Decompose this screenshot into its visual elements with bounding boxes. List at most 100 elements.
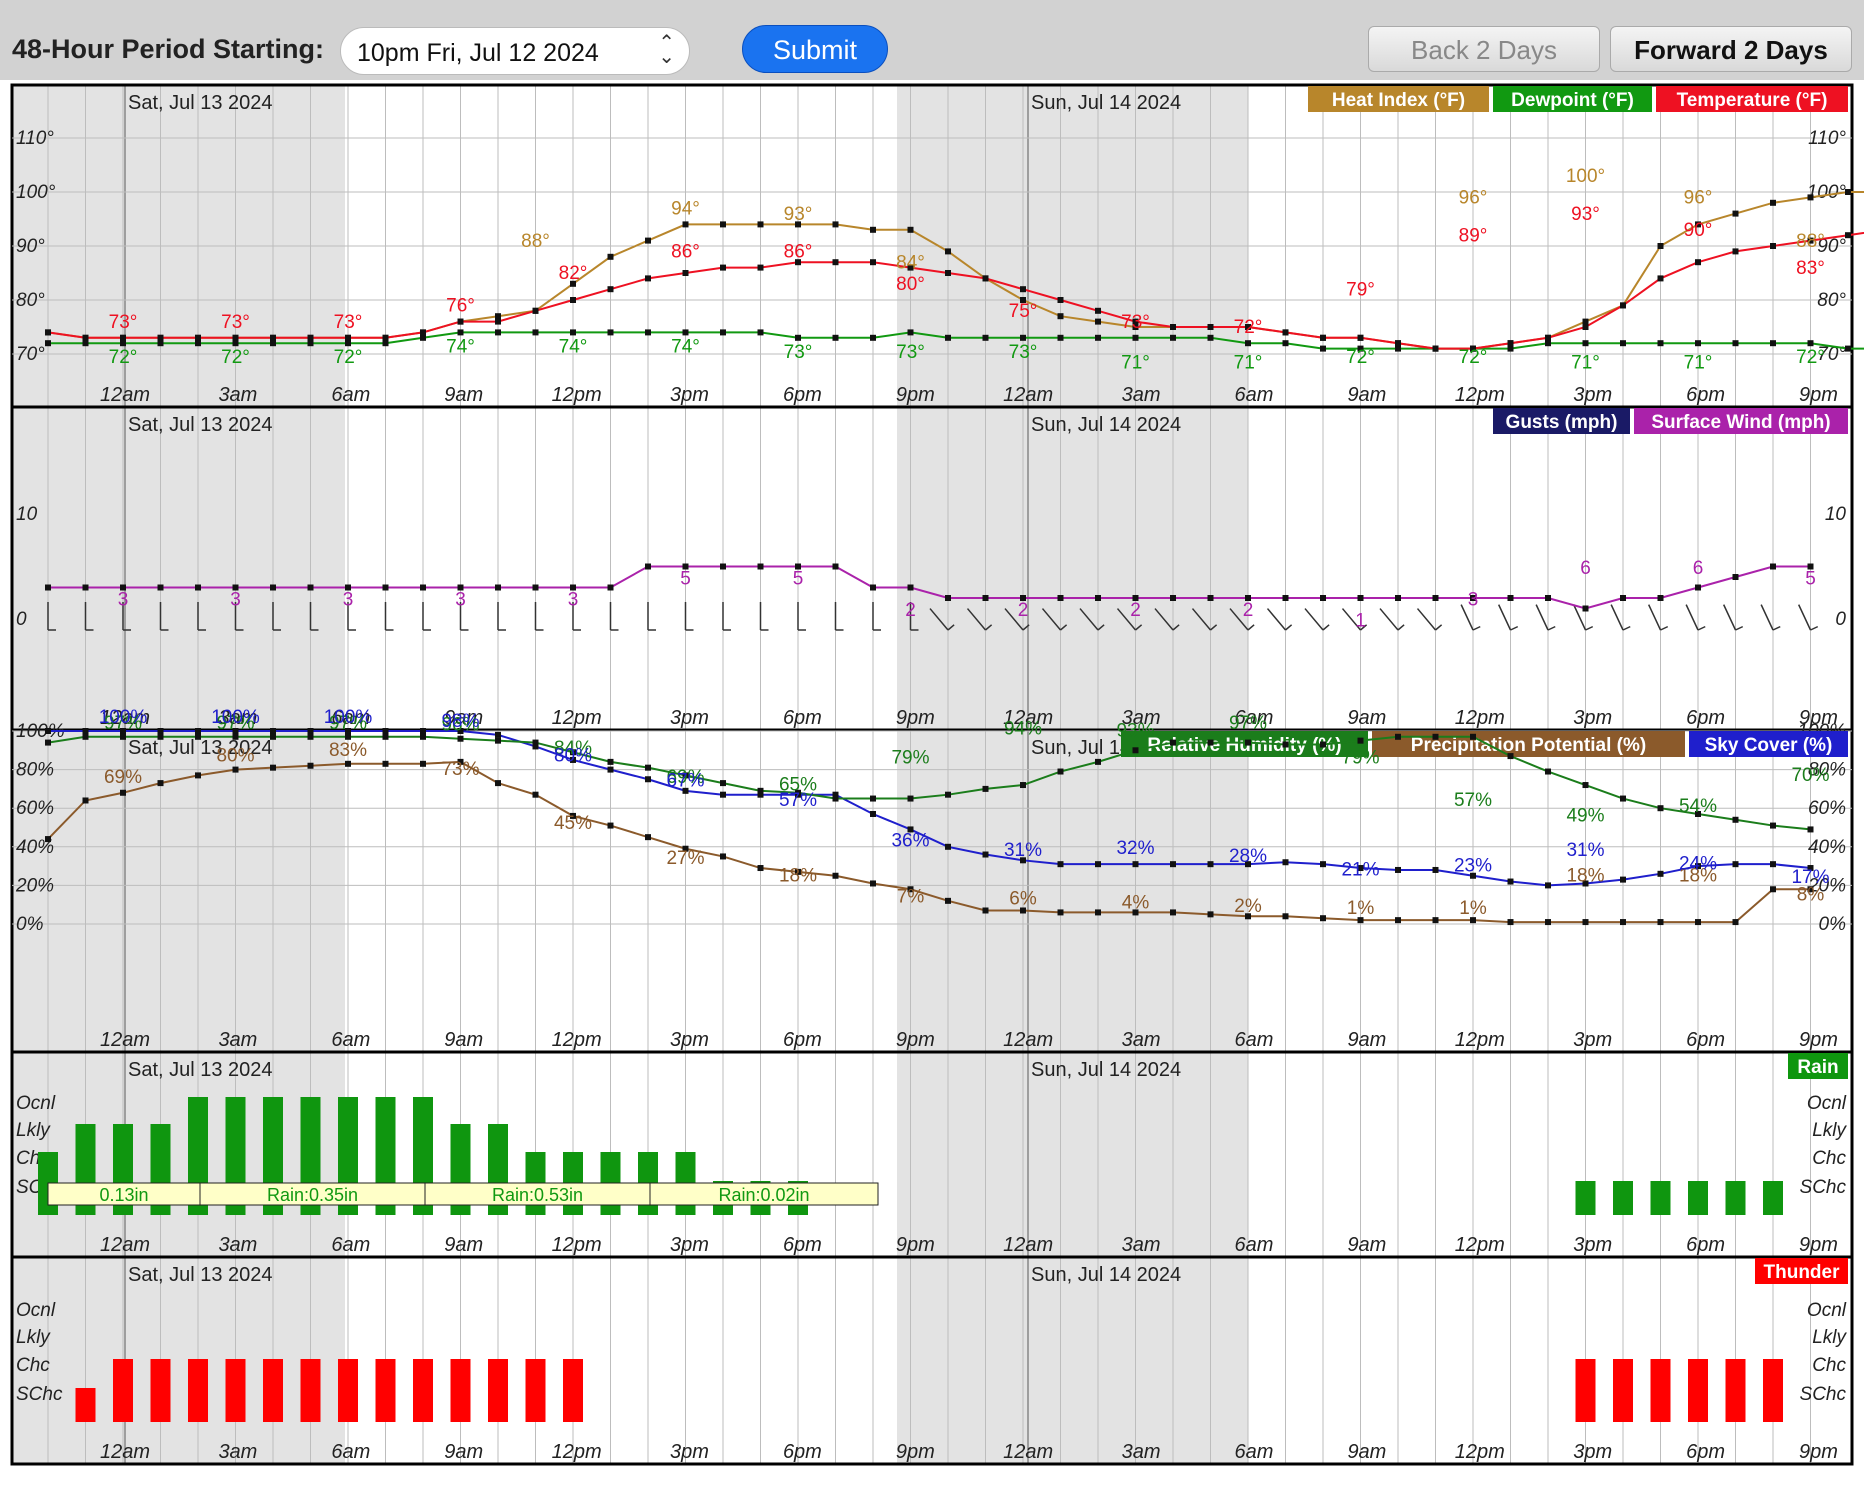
x-tick-label: 3pm [1573,1441,1612,1463]
temperature-point [1395,340,1401,347]
temperature-label: 73° [334,312,363,333]
precip-potential-label: 18% [1679,865,1717,886]
temperature-point [1432,345,1439,352]
dewpoint-point [1245,340,1251,347]
sky-cover-label: 23% [1454,856,1492,877]
sky-cover-point [682,787,689,794]
back-2-days-button[interactable]: Back 2 Days [1368,26,1600,72]
legend-swatch [1634,408,1848,434]
precip-potential-point [1732,919,1739,926]
sky-cover-point [345,728,351,734]
temperature-label: 83° [1796,258,1825,279]
x-tick-label: 6pm [783,1029,822,1051]
relative-humidity-label: 49% [1566,805,1604,826]
temperature-label: 89° [1459,225,1488,246]
temperature-point [1582,324,1589,330]
x-tick-label: 6am [331,1029,370,1051]
relative-humidity-point [1695,810,1701,817]
x-tick-label: 6am [1235,1029,1274,1051]
heat-index-point [495,313,501,320]
wind-barb-icon [1572,604,1594,631]
surface-wind-point [457,584,464,591]
y-tick-label: Ocnl [1807,1300,1847,1321]
surface-wind-point [982,595,989,601]
surface-wind-point [1545,595,1551,601]
precip-potential-point [1282,913,1289,920]
sky-cover-point [45,728,51,734]
rain-bar [1575,1181,1596,1215]
sky-cover-label: 21% [1341,859,1379,880]
heat-index-point [1132,324,1139,330]
precip-potential-point [495,780,501,787]
x-tick-label: 12am [100,1234,150,1256]
x-tick-label: 3pm [1573,1234,1612,1256]
dewpoint-point [570,329,576,336]
surface-wind-point [157,584,164,591]
heat-index-point [570,280,576,287]
precip-potential-point [345,760,351,767]
temperature-point [1657,275,1664,282]
x-tick-label: 6am [1235,707,1274,729]
wind-barb-icon [1304,608,1330,631]
precip-potential-point [1695,919,1701,926]
dewpoint-point [1807,340,1814,347]
submit-button[interactable]: Submit [742,25,888,73]
wind-speed-label: 1 [1355,611,1366,632]
forward-2-days-button[interactable]: Forward 2 Days [1610,26,1852,72]
night-shade [12,1257,345,1464]
relative-humidity-point [1732,816,1739,823]
y-tick-label: 80° [16,290,45,311]
relative-humidity-point [570,749,576,756]
x-tick-label: 12pm [1455,384,1505,406]
x-tick-label: 3pm [670,1029,709,1051]
heat-index-label: 88° [521,231,550,252]
x-tick-label: 12am [1003,1441,1053,1463]
wind-barb-icon [1379,608,1405,631]
dewpoint-label: 72° [1459,347,1488,368]
rain-amount-label: Rain:0.02in [718,1185,809,1205]
wind-speed-label: 2 [905,600,916,621]
wind-barb-icon [1079,608,1105,631]
sky-cover-point [457,728,464,734]
relative-humidity-point [495,737,501,744]
x-tick-label: 12am [1003,384,1053,406]
relative-humidity-point [982,785,989,792]
surface-wind-point [232,584,239,591]
relative-humidity-point [120,733,126,740]
relative-humidity-label: 57% [1454,790,1492,811]
y-tick-label: Lkly [1812,1120,1847,1141]
x-tick-label: 9am [444,1234,483,1256]
surface-wind-point [495,584,501,591]
y-tick-label: 80% [16,760,54,781]
surface-wind-point [757,563,764,570]
relative-humidity-point [1020,782,1026,789]
x-tick-label: 9pm [896,707,935,729]
wind-barb-icon [572,602,581,631]
dewpoint-point [795,334,801,341]
dewpoint-point [832,334,839,341]
x-tick-label: 9pm [1799,1441,1838,1463]
legend-swatch [1755,1258,1848,1284]
x-tick-label: 12pm [1455,1029,1505,1051]
sky-cover-point [1057,861,1064,868]
sky-cover-label: 80% [554,746,592,767]
surface-wind-point [570,584,576,591]
toolbar: 48-Hour Period Starting: 10pm Fri, Jul 1… [0,0,1864,80]
x-tick-label: 6pm [1686,707,1725,729]
precip-potential-point [1620,919,1626,926]
dewpoint-point [1207,334,1214,341]
period-select[interactable]: 10pm Fri, Jul 12 2024 ⌃ ⌄ [340,27,690,75]
temperature-label: 73° [109,312,138,333]
chart-panel-thunder [10,1255,1854,1466]
wind-barb-icon [872,602,881,631]
surface-wind-point [1582,605,1589,612]
sky-cover-point [1470,872,1476,879]
y-tick-label: 20% [1807,875,1846,896]
temperature-point [1095,307,1101,314]
precip-potential-point [45,836,51,843]
wind-barb-icon [1460,604,1481,631]
y-tick-label: 0% [16,914,44,935]
sky-cover-point [757,791,764,798]
x-tick-label: 9am [1347,384,1386,406]
dewpoint-point [645,329,651,336]
